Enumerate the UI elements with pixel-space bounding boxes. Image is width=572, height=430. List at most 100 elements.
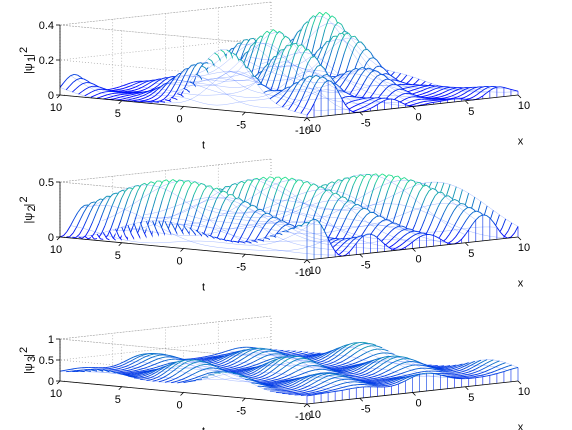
mesh-segment <box>149 79 154 82</box>
mesh-segment <box>131 86 136 89</box>
mesh-segment <box>320 29 326 44</box>
mesh-segment <box>101 91 106 94</box>
mesh-segment <box>311 39 316 55</box>
mesh-segment <box>78 91 83 95</box>
mesh-segment <box>139 80 144 83</box>
mesh-segment <box>116 96 121 99</box>
mesh-segment <box>88 85 93 88</box>
mesh-segment <box>117 94 121 96</box>
mesh-segment <box>151 95 156 99</box>
surface-mesh-1 <box>59 11 519 118</box>
mesh-segment <box>337 21 342 25</box>
mesh-segment <box>77 74 82 78</box>
x-tick-label: 5 <box>468 106 474 118</box>
z-tick-label: 0 <box>48 90 54 102</box>
z-tick-label: 0.4 <box>39 20 54 32</box>
mesh-segment <box>437 100 441 103</box>
z-label-base: |ψ <box>23 63 35 74</box>
mesh-segment <box>140 92 144 95</box>
mesh-segment <box>318 16 323 27</box>
mesh-segment <box>433 101 438 103</box>
mesh-segment <box>133 94 137 97</box>
mesh-segment <box>165 80 170 85</box>
mesh-segment <box>331 15 336 19</box>
mesh-segment <box>160 79 166 84</box>
mesh-segment <box>237 42 242 44</box>
mesh-segment <box>450 97 454 100</box>
mesh-segment <box>154 80 159 84</box>
mesh-segment <box>141 100 145 102</box>
mesh-segment <box>126 96 130 99</box>
mesh-segment <box>138 83 143 86</box>
surface-mesh-2 <box>59 173 519 260</box>
x-tick-mark <box>306 117 311 122</box>
mesh-segment <box>111 92 115 95</box>
mesh-segment <box>107 93 112 96</box>
mesh-segment <box>97 92 102 95</box>
mesh-segment <box>75 85 80 90</box>
mesh-segment <box>133 93 138 95</box>
mesh-segment <box>96 85 100 88</box>
mesh-segment <box>93 83 98 87</box>
mesh-segment <box>246 38 251 45</box>
mesh-segment <box>90 95 95 98</box>
mesh-segment <box>168 81 173 87</box>
mesh-segment <box>69 81 74 87</box>
mesh-segment <box>138 98 143 101</box>
mesh-segment <box>135 96 140 99</box>
mesh-segment <box>150 99 155 102</box>
mesh-segment <box>76 78 81 81</box>
t-axis-label: t <box>202 140 205 152</box>
t-tick-mark <box>241 111 246 116</box>
z-tick-label: 0.2 <box>39 55 54 67</box>
mesh-segment <box>146 80 150 83</box>
mesh-segment <box>157 82 162 87</box>
mesh-segment <box>89 82 94 85</box>
mesh-segment <box>297 29 302 33</box>
mesh-segment <box>312 16 317 26</box>
mesh-segment <box>241 53 246 60</box>
mesh-segment <box>121 89 126 92</box>
mesh-segment <box>145 95 150 98</box>
mesh-segment <box>83 78 88 82</box>
t-tick-mark <box>118 100 123 105</box>
mesh-segment <box>169 78 174 82</box>
mesh-segment <box>177 72 182 79</box>
mesh-segment <box>151 82 156 86</box>
mesh-segment <box>154 92 160 97</box>
mesh-segment <box>81 88 86 92</box>
t-tick-label: -10 <box>295 125 311 137</box>
mesh-segment <box>109 88 113 90</box>
mesh-segment <box>96 96 101 99</box>
mesh-segment <box>133 80 138 83</box>
mesh-segment <box>79 83 84 87</box>
x-tick-mark <box>412 106 416 110</box>
mesh-segment <box>70 74 75 77</box>
mesh-segment <box>115 89 120 91</box>
mesh-segment <box>118 88 123 90</box>
mesh-segment <box>145 82 150 86</box>
mesh-segment <box>443 96 448 99</box>
mesh-segment <box>142 93 147 97</box>
mesh-segment <box>243 39 248 41</box>
mesh-segment <box>161 77 166 80</box>
mesh-segment <box>324 19 329 30</box>
mesh-segment <box>240 39 245 46</box>
mesh-segment <box>106 96 111 99</box>
mesh-segment <box>128 87 133 90</box>
mesh-segment <box>91 89 96 93</box>
t-tick-label: 10 <box>50 102 62 114</box>
mesh-segment <box>394 175 399 178</box>
mesh-segment <box>85 86 90 90</box>
mesh-segment <box>130 93 135 96</box>
mesh-segment <box>134 88 139 91</box>
mesh-segment <box>146 91 151 95</box>
mesh-segment <box>249 37 254 40</box>
mesh-segment <box>411 85 415 88</box>
mesh-segment <box>144 87 149 91</box>
mesh-segment <box>141 97 146 100</box>
mesh-segment <box>376 215 380 218</box>
mesh-segment <box>144 99 149 101</box>
mesh-segment <box>137 90 142 92</box>
